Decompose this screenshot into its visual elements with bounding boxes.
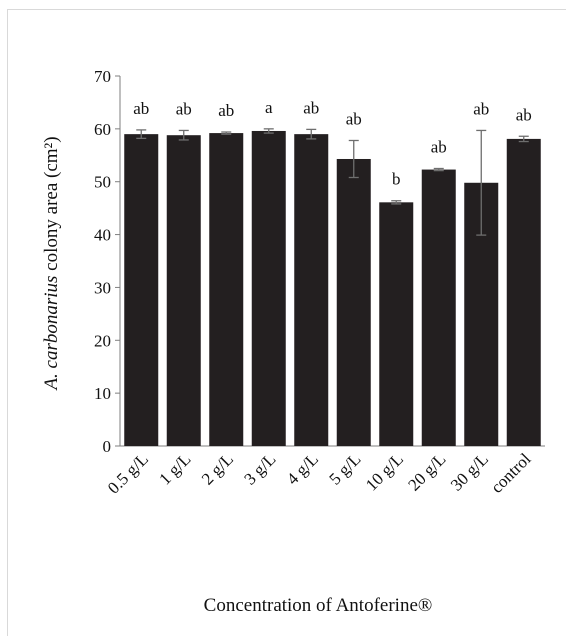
y-axis-label-rest: colony area (cm²) (41, 136, 62, 275)
y-tick-label: 40 (94, 226, 111, 245)
significance-label: ab (176, 99, 192, 118)
bar (209, 133, 244, 447)
significance-label: ab (218, 101, 234, 120)
significance-label: ab (431, 138, 447, 157)
x-tick-label: 3 g/L (240, 449, 279, 488)
bar (294, 134, 329, 446)
error-bars-group (136, 128, 529, 236)
bar (124, 134, 159, 446)
y-axis-label: A. carbonarius colony area (cm²) (41, 136, 62, 391)
chart-frame (7, 9, 566, 636)
bar (379, 202, 414, 446)
y-tick-labels-group: 0 10 20 30 40 50 60 70 (94, 67, 111, 456)
x-axis-label: Concentration of Antoferine® (204, 595, 433, 616)
bar (166, 135, 201, 446)
bar (506, 138, 541, 446)
significance-label: ab (516, 105, 532, 124)
x-tick-label: 30 g/L (447, 449, 492, 494)
significance-label: b (392, 170, 401, 189)
bar (336, 158, 371, 446)
significance-label: ab (133, 99, 149, 118)
x-tick-label: 4 g/L (283, 449, 322, 488)
y-tick-label: 70 (94, 67, 111, 86)
significance-label: ab (473, 99, 489, 118)
bar (251, 130, 286, 446)
y-tick-label: 30 (94, 278, 111, 297)
y-tick-label: 10 (94, 384, 111, 403)
x-tick-label: control (487, 449, 535, 497)
bars-group (124, 130, 541, 447)
significance-label: ab (346, 109, 362, 128)
x-tick-labels-group: 0.5 g/L 1 g/L 2 g/L 3 g/L 4 g/L 5 g/L10 g/L20… (104, 449, 535, 497)
x-tick-label: 10 g/L (362, 449, 407, 494)
x-tick-label: 5 g/L (325, 449, 364, 488)
x-tick-label: 0.5 g/L (104, 449, 152, 497)
y-tick-label: 0 (103, 437, 112, 456)
bar (421, 169, 456, 447)
x-tick-label: 1 g/L (155, 449, 194, 488)
significance-label: ab (303, 98, 319, 117)
x-tick-label: 20 g/L (404, 449, 449, 494)
y-axis-label-italic: A. carbonarius (41, 276, 62, 392)
y-tick-label: 50 (94, 173, 111, 192)
y-tick-label: 20 (94, 331, 111, 350)
x-tick-label: 2 g/L (198, 449, 237, 488)
significance-labels-group: ab ab ab a ab ab b ab ab ab (133, 98, 532, 189)
significance-label: a (265, 98, 273, 117)
y-tick-label: 60 (94, 120, 111, 139)
